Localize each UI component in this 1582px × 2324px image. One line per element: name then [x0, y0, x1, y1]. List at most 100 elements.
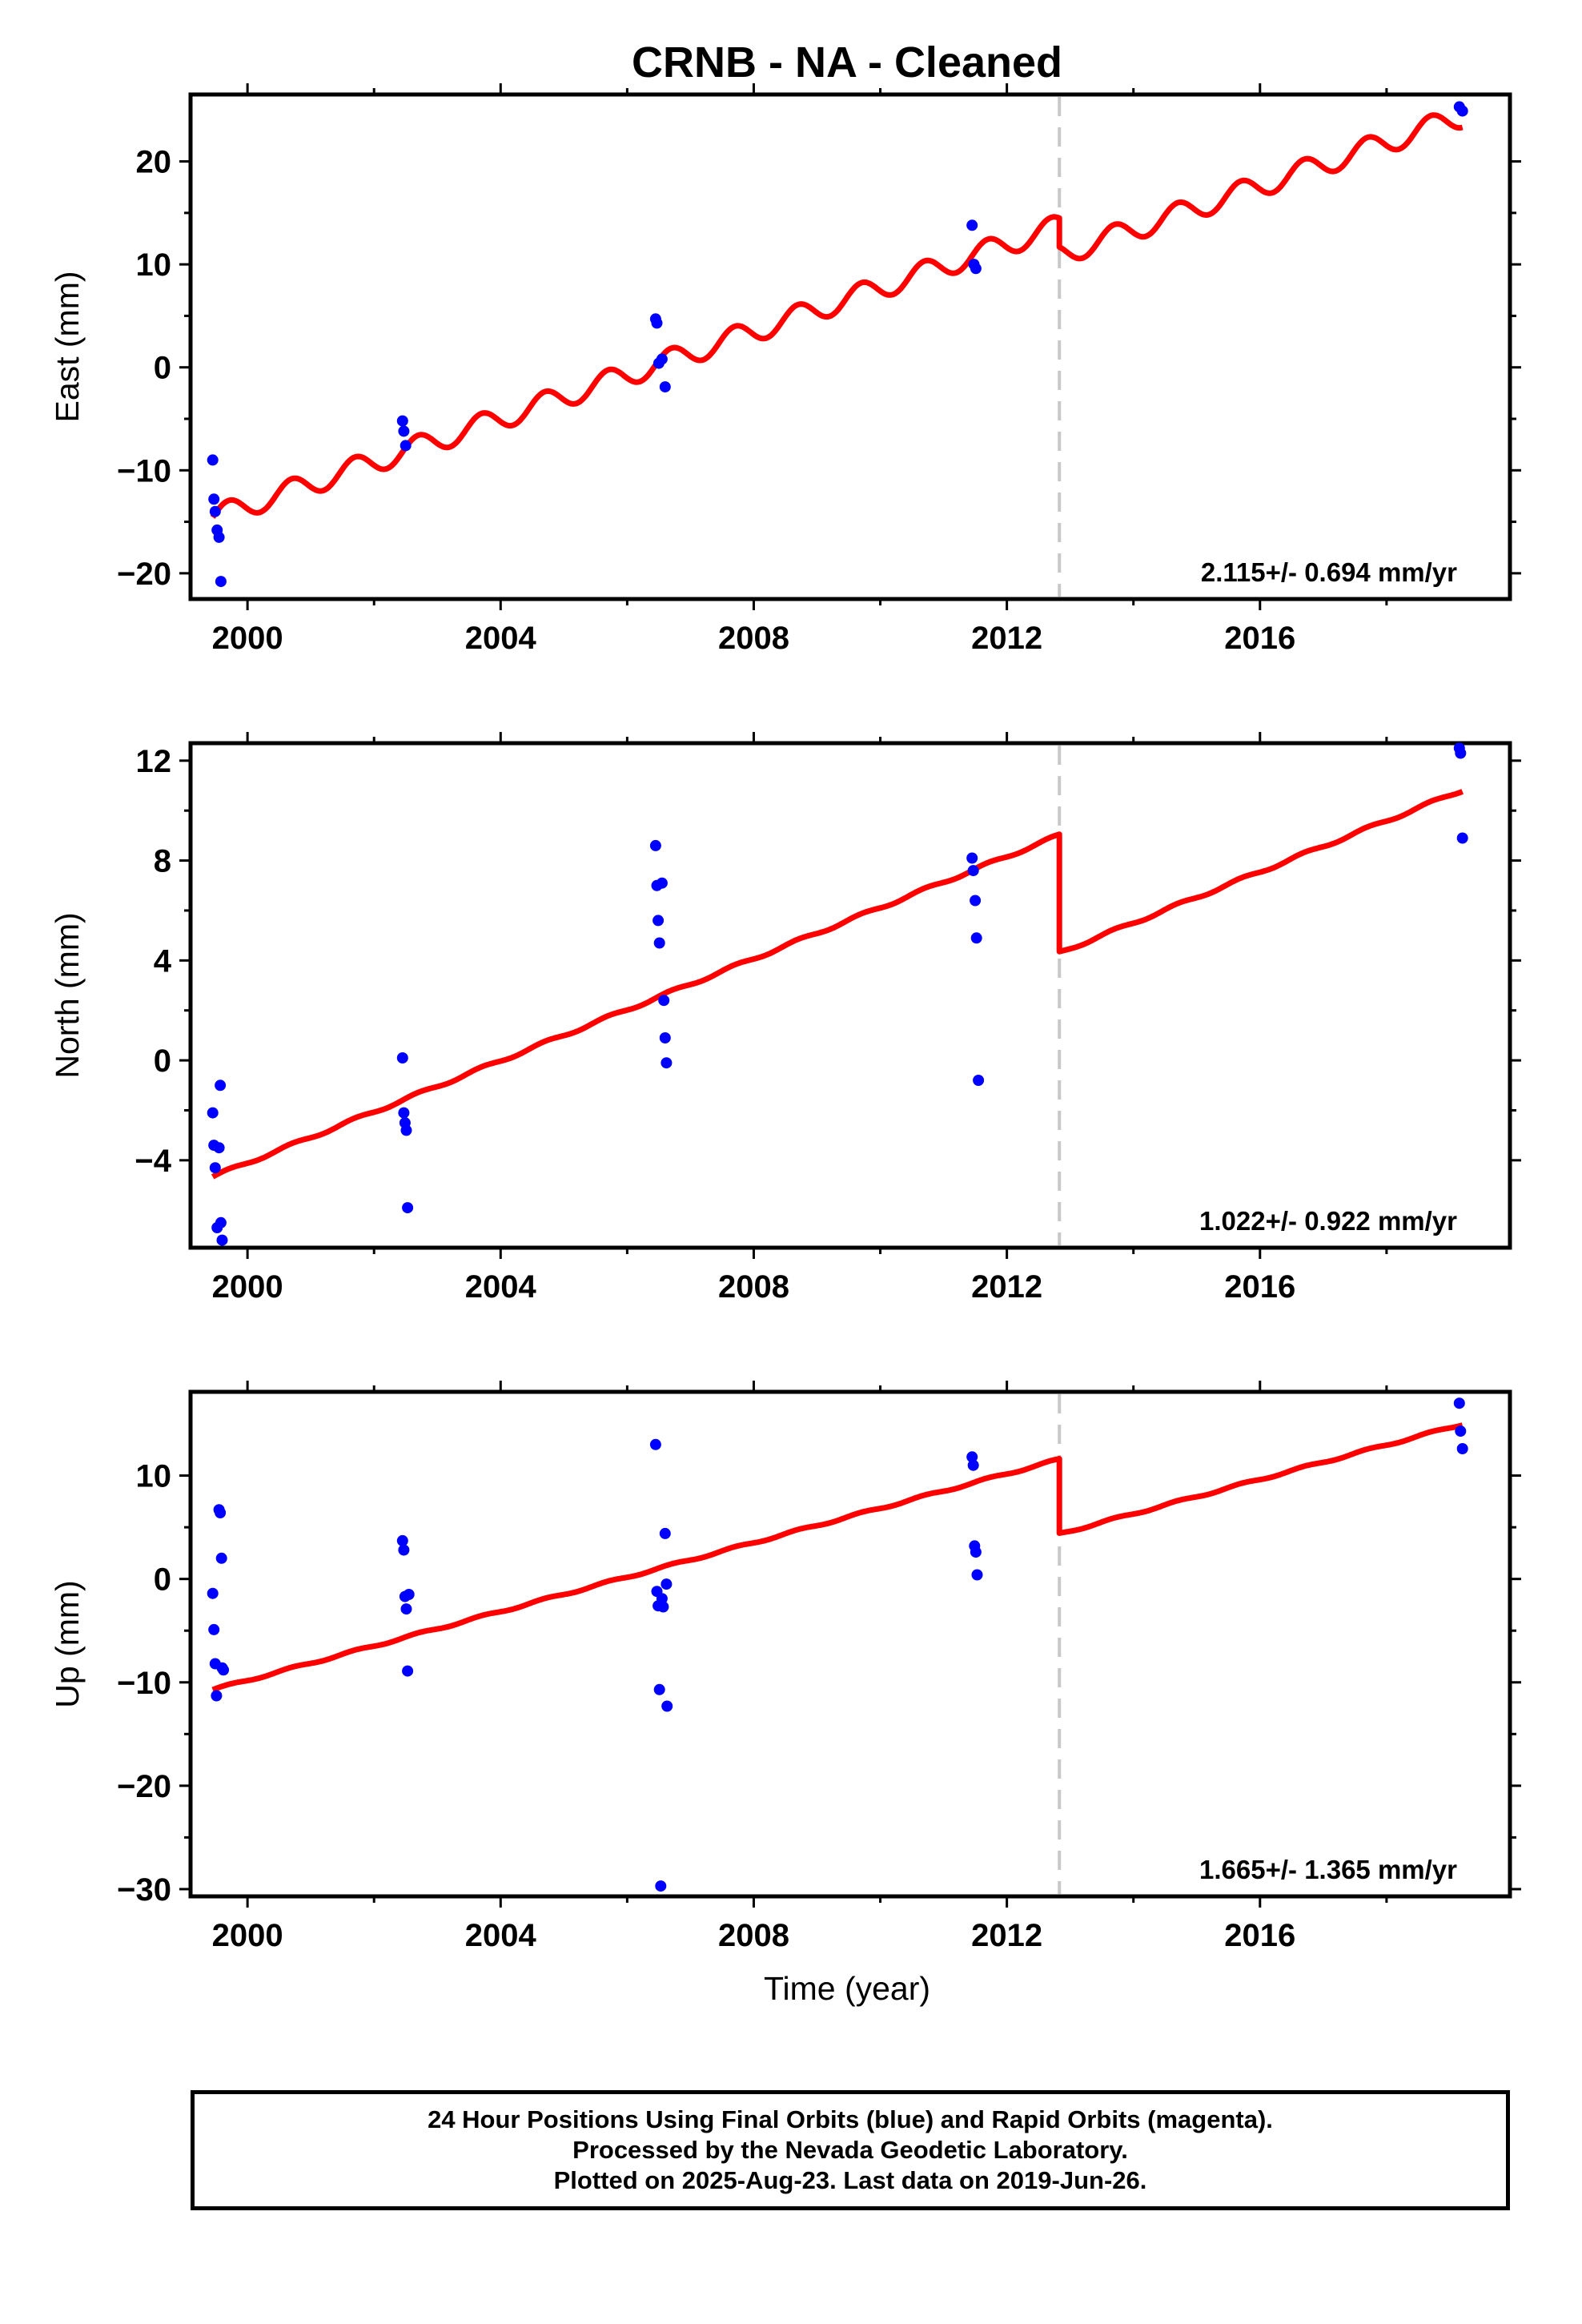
x-tick-label: 2000 [212, 621, 283, 656]
y-tick-label: 0 [154, 351, 171, 386]
data-point [209, 1162, 221, 1174]
chart-title: CRNB - NA - Cleaned [632, 38, 1062, 86]
data-point [400, 1124, 412, 1136]
data-point [207, 454, 219, 466]
data-point [970, 932, 982, 944]
y-tick-label: −20 [117, 1769, 171, 1804]
data-point [402, 1202, 414, 1214]
data-point [400, 1603, 412, 1615]
data-point [396, 1052, 408, 1063]
data-point [215, 1507, 227, 1518]
x-tick-label: 2008 [718, 1918, 789, 1953]
data-point [653, 937, 665, 949]
x-tick-label: 2004 [465, 1918, 537, 1953]
caption-box: 24 Hour Positions Using Final Orbits (bl… [191, 2090, 1510, 2210]
caption-line-3: Plotted on 2025-Aug-23. Last data on 201… [553, 2166, 1147, 2194]
data-point [207, 1107, 219, 1119]
x-tick-label: 2000 [212, 1269, 283, 1305]
velocity-label: 1.022+/- 0.922 mm/yr [1199, 1206, 1457, 1236]
data-point [211, 1690, 223, 1702]
x-tick-label: 2012 [971, 621, 1042, 656]
data-point [971, 1569, 983, 1581]
data-point [970, 1546, 982, 1558]
y-axis-label: East (mm) [49, 271, 86, 422]
data-point [402, 1665, 414, 1677]
data-point [649, 1438, 661, 1450]
data-point [1455, 747, 1467, 759]
data-point [973, 1075, 985, 1086]
x-tick-label: 2012 [971, 1918, 1042, 1953]
data-point [396, 1534, 408, 1546]
y-tick-label: 10 [136, 1459, 172, 1494]
data-point [966, 1451, 978, 1463]
x-tick-label: 2016 [1224, 1269, 1295, 1305]
x-tick-label: 2000 [212, 1918, 283, 1953]
caption-line-1: 24 Hour Positions Using Final Orbits (bl… [428, 2105, 1273, 2133]
data-point [398, 425, 410, 437]
data-point [216, 1234, 228, 1246]
data-point [651, 317, 663, 329]
data-point [400, 440, 412, 452]
data-point [215, 576, 227, 588]
data-point [967, 1459, 979, 1471]
data-point [655, 1880, 667, 1892]
data-point [215, 1552, 227, 1564]
plot-frame [188, 92, 1512, 601]
data-point [661, 1578, 673, 1590]
data-point [215, 1216, 227, 1228]
y-axis-label: North (mm) [49, 912, 86, 1078]
data-point [1456, 105, 1468, 117]
data-point [208, 493, 220, 505]
data-point [215, 1080, 227, 1092]
data-point [967, 865, 979, 877]
data-point [659, 1527, 671, 1539]
y-tick-label: −20 [117, 557, 171, 592]
y-tick-label: 0 [154, 1562, 171, 1598]
x-tick-label: 2008 [718, 1269, 789, 1305]
y-tick-label: −30 [117, 1872, 171, 1908]
data-point [209, 505, 221, 517]
data-point [652, 915, 665, 927]
model-fit-line [210, 112, 1464, 519]
x-tick-label: 2016 [1224, 1918, 1295, 1953]
y-tick-label: 10 [136, 247, 172, 283]
data-point [207, 1587, 219, 1599]
data-point [649, 839, 661, 851]
y-tick-label: 12 [136, 744, 172, 779]
data-point [966, 219, 978, 231]
panel-north: −4 0 4 8 12 2000 2004 2008 2012 2016 North (mm) 1.0… [49, 732, 1521, 1305]
model-fit-line [211, 789, 1464, 1180]
x-tick-label: 2008 [718, 621, 789, 656]
data-point [656, 1593, 668, 1605]
data-point [656, 353, 668, 365]
x-tick-label: 2004 [465, 621, 537, 656]
plot-frame [188, 741, 1512, 1250]
panel-east: −20 −10 0 10 20 2000 2004 2008 2012 2016 East (mm)… [49, 83, 1521, 656]
y-tick-label: 8 [154, 844, 171, 879]
y-tick-label: 4 [154, 943, 172, 979]
data-point [659, 381, 671, 393]
data-point [398, 1107, 410, 1119]
y-tick-label: −4 [135, 1144, 171, 1179]
data-point [970, 895, 982, 907]
y-tick-label: 20 [136, 145, 172, 180]
data-point [657, 1601, 669, 1613]
data-point [208, 1623, 220, 1635]
caption-line-2: Processed by the Nevada Geodetic Laborat… [572, 2136, 1128, 2164]
data-point [658, 995, 670, 1007]
data-point [656, 877, 668, 889]
data-point [653, 1683, 665, 1695]
velocity-label: 1.665+/- 1.365 mm/yr [1199, 1855, 1457, 1884]
data-point [661, 1057, 673, 1069]
data-point [403, 1589, 415, 1600]
data-point [396, 415, 408, 427]
x-axis-label: Time (year) [764, 1970, 930, 2007]
data-point [1456, 832, 1468, 844]
x-tick-label: 2016 [1224, 621, 1295, 656]
x-tick-label: 2012 [971, 1269, 1042, 1305]
y-tick-label: −10 [117, 453, 171, 489]
y-tick-label: −10 [117, 1666, 171, 1701]
data-point [213, 531, 225, 543]
data-point [1453, 1397, 1465, 1409]
